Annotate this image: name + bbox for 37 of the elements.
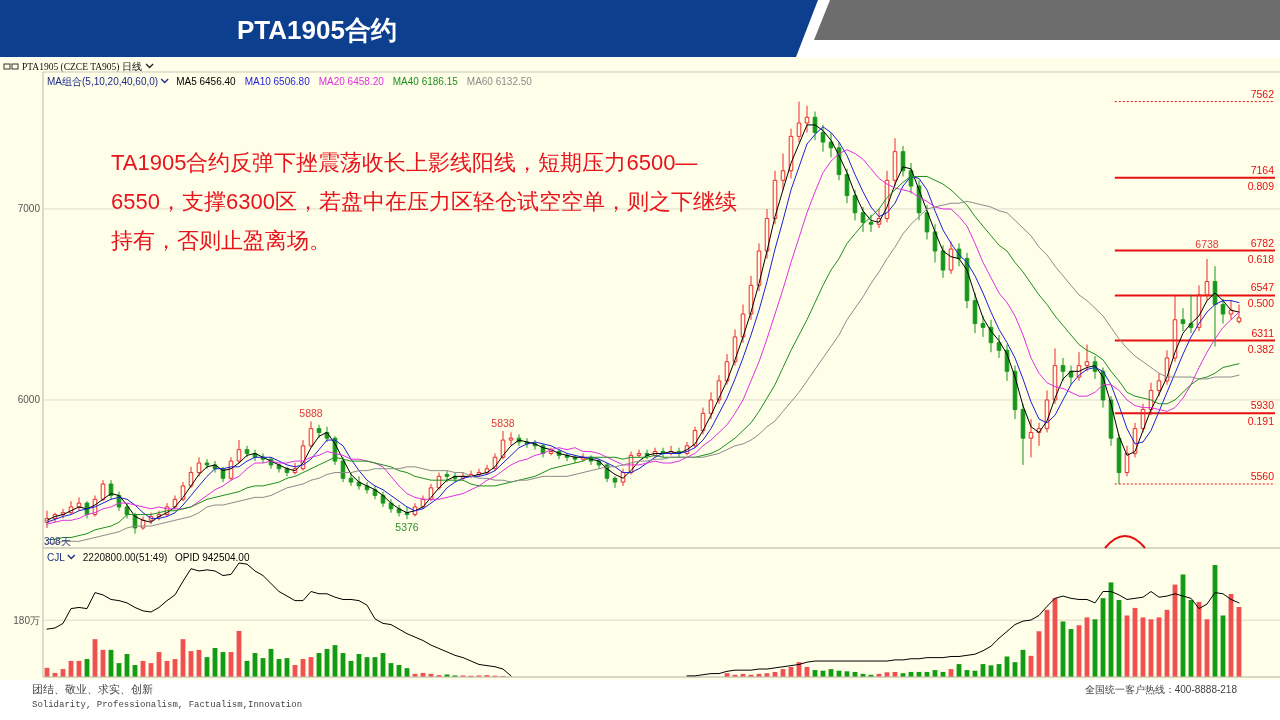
text: 团结、敬业、求实、创新 [32,683,153,695]
annotation: 308天 [44,536,71,547]
annotation: 0.618 [1247,252,1275,265]
annotation: 5838 [491,416,515,429]
annotation: TA1905合约反弹下挫震荡收长上影线阳线，短期压力6500— [111,150,698,175]
series-label: OPID 942504.00 [175,552,250,563]
annotation: 7164 [1250,163,1275,176]
annotation: 持有，否则止盈离场。 [111,228,331,253]
text: MA40 6186.15 [392,76,459,87]
annotation: 5888 [299,407,323,420]
annotation: 0.191 [1247,415,1275,428]
annotation: 0.809 [1247,179,1275,192]
annotation: 5560 [1250,470,1275,483]
chart-title: PTA1905合约 [237,15,397,45]
text: 全国统一客户热线：400-8888-218 [1084,684,1238,695]
text: MA5 6456.40 [176,76,237,87]
annotation: 6738 [1195,237,1219,250]
annotation: 6311 [1251,326,1275,339]
annotation: 0.500 [1247,297,1275,310]
text: MA60 6132.50 [466,76,533,87]
y-tick-label: 7000 [17,203,41,215]
y-tick-label: 6000 [17,394,41,406]
annotation: 5376 [395,521,419,534]
y-tick-label: 180万 [13,614,40,626]
annotation: 6550，支撑6300区，若盘中在压力区轻仓试空空单，则之下继续 [111,189,737,214]
legend-title: MA组合(5,10,20,40,60,0) [47,76,159,87]
annotation: 2220800.00(51:49) [82,552,168,563]
annotation: 6547 [1250,281,1275,294]
annotation: 5930 [1250,399,1275,412]
annotation: 0.382 [1247,342,1275,355]
chart-subtitle: PTA1905 (CZCE TA905) 日线 [22,61,142,73]
annotation: 7562 [1250,87,1275,100]
annotation: 6782 [1250,236,1275,249]
text: MA20 6458.20 [318,76,385,87]
chart-title: CJL [47,552,66,563]
text: MA10 6506.80 [244,76,311,87]
text: Solidarity, Professionalism, Factualism,Innovation [32,700,303,710]
